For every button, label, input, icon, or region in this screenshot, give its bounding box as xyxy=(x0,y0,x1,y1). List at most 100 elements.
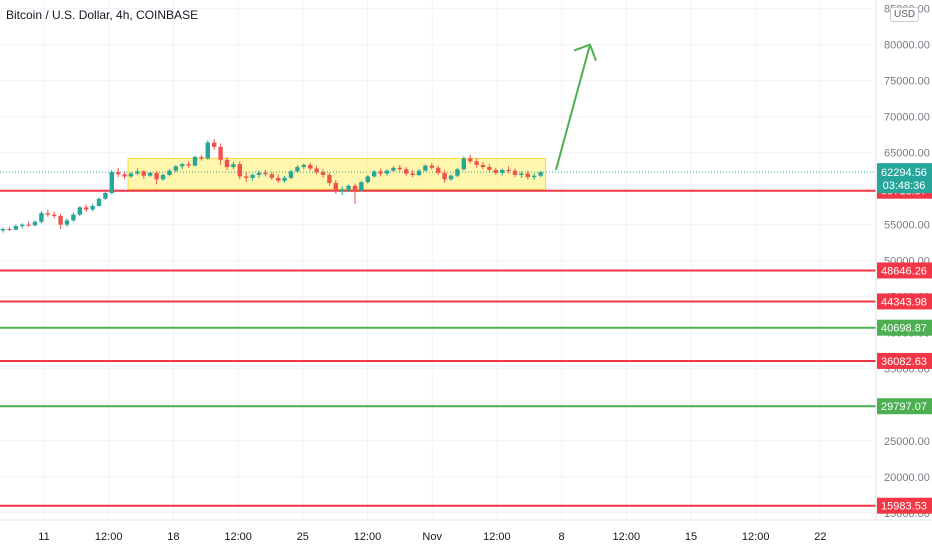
candle-body xyxy=(52,214,57,217)
candle-body xyxy=(250,174,255,178)
candle xyxy=(301,163,306,170)
candle xyxy=(7,226,12,232)
candle-body xyxy=(256,172,262,175)
candle-body xyxy=(410,173,415,175)
candle xyxy=(404,167,409,176)
x-tick-label: 22 xyxy=(814,531,826,543)
x-tick-label: 15 xyxy=(685,531,697,543)
candle xyxy=(365,174,370,184)
candle xyxy=(26,221,31,227)
candle xyxy=(173,164,178,173)
candle-body xyxy=(519,173,524,175)
y-tick-label: 25000.00 xyxy=(884,436,930,448)
candle xyxy=(295,164,300,173)
candle xyxy=(256,170,262,178)
candle-body xyxy=(39,213,44,222)
candle-body xyxy=(237,164,242,177)
time-axis[interactable]: 11 12:00 18 12:00 25 12:00 Nov 12:00 8 12:00 15 12:… xyxy=(38,531,826,543)
candle xyxy=(384,169,390,176)
candle xyxy=(506,166,511,174)
candle-body xyxy=(276,177,281,181)
candle xyxy=(71,212,76,222)
price-axis[interactable]: 15000.0020000.0025000.0030000.0035000.00… xyxy=(884,4,930,520)
candle xyxy=(263,169,268,177)
candle-body xyxy=(122,174,127,177)
candle xyxy=(20,223,25,229)
level-price-tag xyxy=(877,497,932,514)
candle-body xyxy=(186,164,191,166)
candle-body xyxy=(429,165,434,168)
currency-label[interactable]: USD xyxy=(890,7,920,22)
candle-body xyxy=(218,146,223,160)
candle xyxy=(167,169,172,177)
candle xyxy=(474,158,479,168)
candle xyxy=(237,161,242,180)
level-price-tag xyxy=(877,293,932,310)
candle-body xyxy=(320,172,326,175)
candle-body xyxy=(96,198,102,206)
candle-body xyxy=(58,216,63,225)
y-tick-label: 80000.00 xyxy=(884,40,930,52)
candle-body xyxy=(384,170,390,174)
candle-body xyxy=(301,164,306,168)
candle xyxy=(122,171,127,180)
candle-body xyxy=(365,176,370,183)
candle xyxy=(538,170,543,178)
candle-body xyxy=(192,156,198,166)
candle-body xyxy=(64,220,70,225)
candle xyxy=(410,169,415,178)
candle-body xyxy=(199,156,204,159)
candle xyxy=(397,164,402,172)
candle xyxy=(282,175,287,183)
candle-body xyxy=(340,189,345,192)
candle xyxy=(199,154,204,161)
y-tick-label: 55000.00 xyxy=(884,220,930,232)
candle-body xyxy=(160,174,166,180)
candle-body xyxy=(538,172,543,176)
candle-body xyxy=(148,172,153,176)
candle-body xyxy=(167,170,172,175)
candle-body xyxy=(295,167,300,172)
candle-body xyxy=(346,185,351,190)
x-tick-label: 12:00 xyxy=(742,531,770,543)
candle xyxy=(269,172,274,181)
candle-body xyxy=(77,207,82,215)
candle-body xyxy=(436,167,441,173)
candle xyxy=(192,155,198,167)
candle-body xyxy=(525,173,530,178)
candle xyxy=(64,218,70,227)
last-price-label: 62294.56 xyxy=(881,167,927,179)
candle xyxy=(90,203,95,211)
candle-body xyxy=(480,164,486,168)
projection-arrow-shaft xyxy=(555,44,591,171)
candle xyxy=(231,162,236,170)
x-tick-label: 25 xyxy=(297,531,309,543)
candle-body xyxy=(128,173,134,177)
candle-body xyxy=(352,185,358,191)
level-price-tag xyxy=(877,262,932,279)
candle-body xyxy=(314,168,319,173)
candle xyxy=(160,173,166,181)
candle-body xyxy=(13,226,18,230)
level-price-label: 29797.07 xyxy=(881,401,927,413)
candle-body xyxy=(493,169,498,173)
candle xyxy=(532,173,537,181)
candle xyxy=(244,172,249,183)
candle-body xyxy=(205,142,210,159)
candle-body xyxy=(116,172,121,175)
candle xyxy=(0,227,6,233)
candle xyxy=(135,168,140,175)
candle-body xyxy=(397,167,402,170)
candle-body xyxy=(327,174,332,183)
candle xyxy=(468,154,473,164)
candle xyxy=(77,205,82,217)
x-tick-label: 12:00 xyxy=(224,531,252,543)
candle xyxy=(180,162,185,170)
candle xyxy=(333,180,338,194)
candle-body xyxy=(532,175,537,178)
level-price-tag xyxy=(877,319,932,336)
candle-body xyxy=(455,169,460,176)
